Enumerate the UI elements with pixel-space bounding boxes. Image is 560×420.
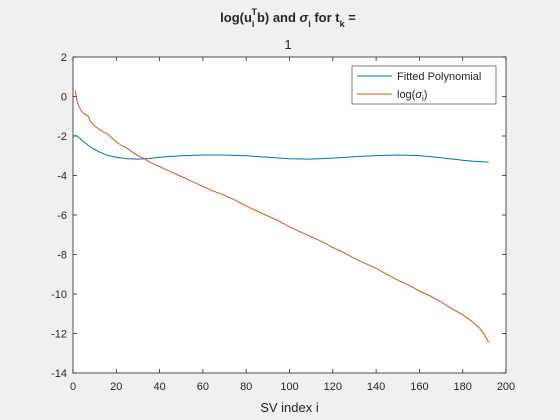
y-tick-label: 0 (61, 92, 67, 104)
axis-ticks: 0 20 40 60 80 100 120 140 160 180 20020-2-4-6-8-10… (51, 52, 515, 393)
x-tick-label: 160 (410, 381, 428, 393)
x-tick-label: 200 (497, 381, 515, 393)
plot-frame (72, 56, 507, 374)
x-tick-label: 40 (153, 381, 165, 393)
chart-title-line2: 1 (284, 37, 291, 52)
legend: Fitted Polynomial log(σi) (351, 65, 497, 105)
x-axis-label: SV index i (260, 400, 319, 415)
x-tick-label: 120 (324, 381, 342, 393)
x-tick-label: 140 (367, 381, 385, 393)
y-tick-label: -6 (57, 210, 67, 222)
x-tick-label: 60 (197, 381, 209, 393)
y-tick-label: -12 (51, 329, 67, 341)
chart-title: log(uiTb) and σi for tk = (220, 7, 356, 29)
series-line-log-sigma (74, 90, 490, 343)
legend-label-fitted: Fitted Polynomial (397, 71, 481, 83)
plot-area (73, 57, 506, 373)
y-tick-label: -2 (57, 131, 67, 143)
y-tick-label: -14 (51, 368, 67, 380)
y-tick-label: -4 (57, 171, 67, 183)
x-tick-label: 0 (70, 381, 76, 393)
legend-box (351, 65, 497, 105)
series-lines (74, 90, 490, 343)
legend-label-log-sigma: log(σi) (397, 89, 427, 103)
x-tick-label: 100 (280, 381, 298, 393)
series-line-fitted-polynomial (74, 134, 489, 163)
x-tick-label: 180 (454, 381, 472, 393)
x-tick-label: 80 (240, 381, 252, 393)
y-tick-label: -8 (57, 250, 67, 262)
x-tick-label: 20 (110, 381, 122, 393)
y-tick-label: 2 (61, 52, 67, 64)
y-tick-label: -10 (51, 289, 67, 301)
